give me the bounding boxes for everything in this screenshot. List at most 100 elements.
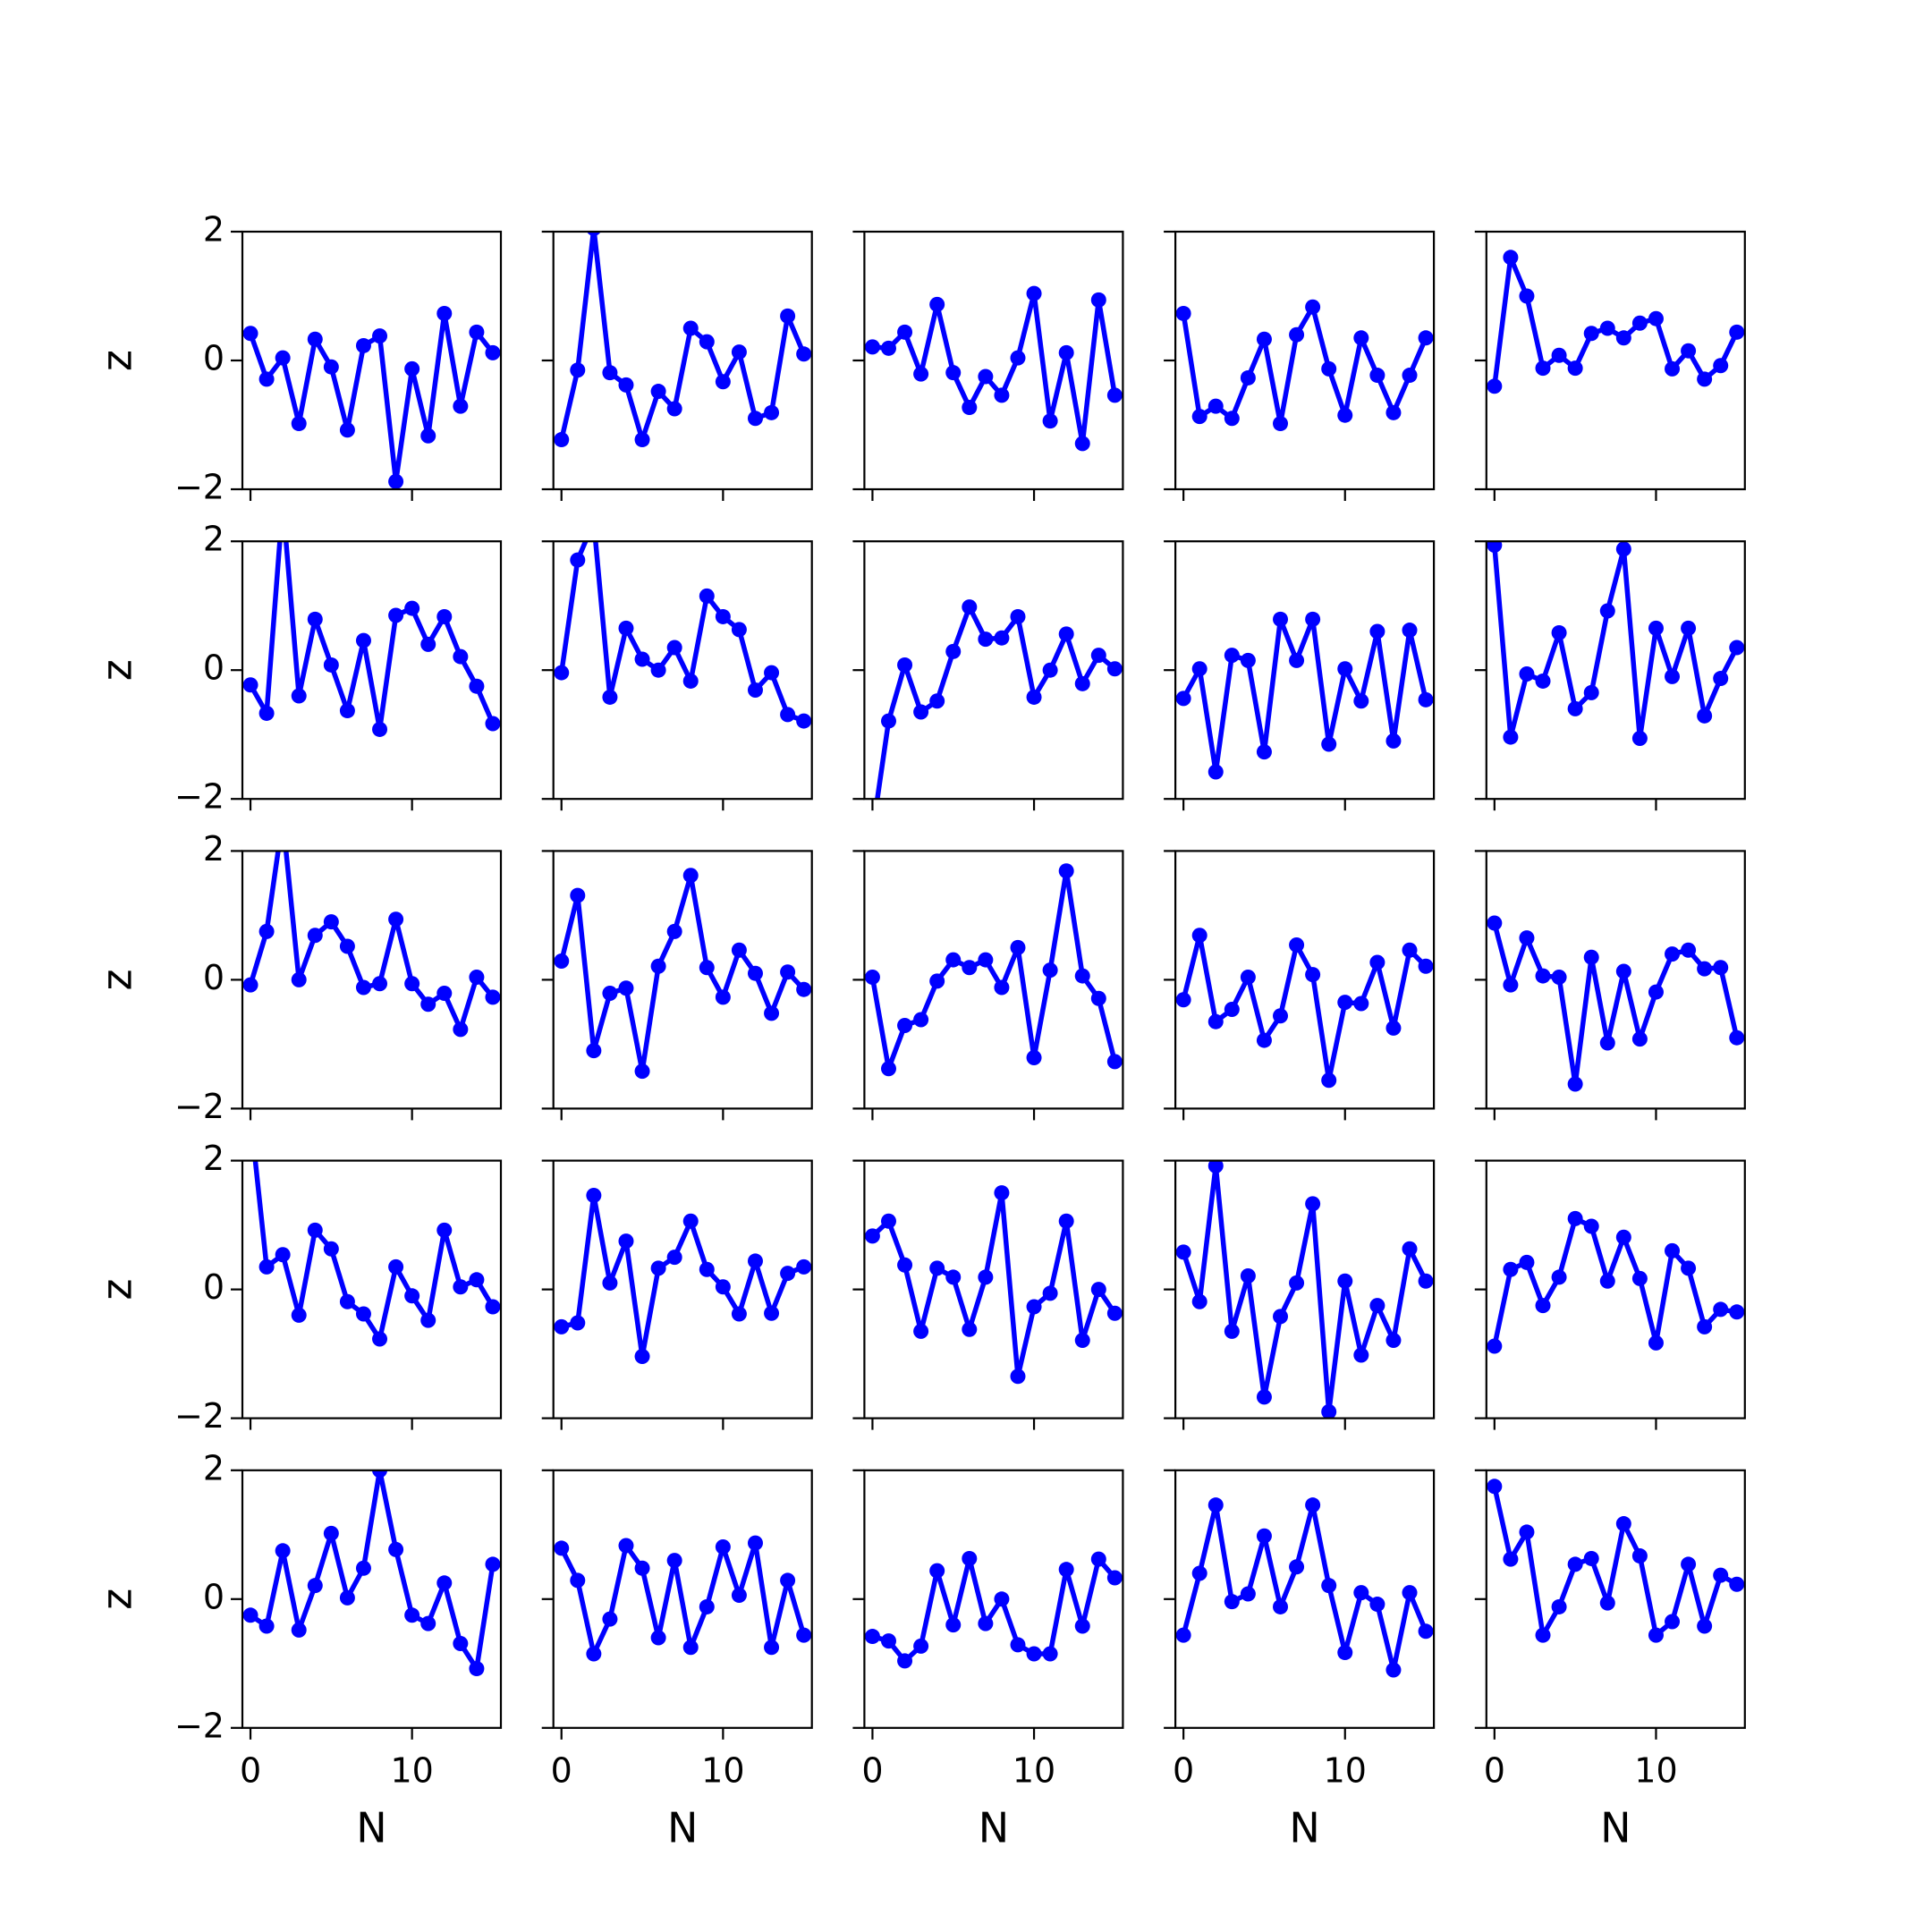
data-point [1256,1528,1272,1544]
data-point [1289,937,1305,953]
data-point [372,721,388,737]
data-point [699,1261,715,1277]
data-point [242,326,258,342]
data-point [1058,863,1074,879]
data-point [1713,1301,1729,1318]
data-point [1615,541,1631,557]
data-point [436,1222,453,1238]
data-line [249,1470,496,1672]
data-point [1369,623,1385,640]
data-point [1648,310,1664,326]
data-point [1010,608,1026,624]
data-line [248,541,496,733]
data-point [634,1348,650,1364]
data-point [945,1269,962,1285]
data-point [1353,996,1369,1012]
data-point [1191,409,1208,425]
data-point [554,1318,570,1335]
data-point [307,1222,323,1238]
data-point [1353,1347,1369,1363]
data-point [291,1307,307,1323]
data-point [1337,1273,1353,1289]
data-point [1697,961,1713,977]
data-point [1042,962,1058,979]
data-point [1599,1035,1615,1051]
data-point [1402,368,1418,384]
data-point [1567,700,1583,716]
data-point [602,1275,618,1291]
data-point [404,976,420,992]
data-point [1175,305,1191,321]
data-point [780,707,796,723]
data-point [880,340,896,356]
data-point [1090,648,1106,664]
data-point [913,1323,929,1339]
data-point [436,1575,453,1591]
data-point [780,1572,796,1589]
y-tick-label: 2 [203,1139,225,1178]
data-point [1535,1627,1551,1643]
data-line [248,851,496,1032]
data-point [469,1272,485,1288]
data-point [1208,1160,1224,1174]
data-point [929,973,945,989]
data-point [764,1305,780,1321]
data-point [323,657,339,673]
data-point [1273,611,1289,627]
data-point [1074,675,1090,691]
data-point [1599,320,1615,336]
data-point [1106,1054,1123,1070]
data-point [1289,326,1305,343]
data-point [880,1633,896,1649]
data-point [307,928,323,944]
data-point [339,422,355,438]
data-point [420,1312,436,1328]
y-tick-label: 2 [203,210,225,250]
data-point [1026,689,1042,705]
y-tick-label: 0 [203,648,225,688]
data-point [650,1630,666,1646]
data-point [355,337,371,353]
data-point [715,374,731,390]
data-point [570,362,586,378]
data-point [731,1306,747,1322]
data-point [291,688,307,704]
data-point [699,334,715,350]
data-point [586,1187,602,1203]
data-point [764,1005,780,1021]
data-point [323,359,339,375]
data-point [864,1629,880,1645]
data-point [1681,620,1697,636]
x-tick-label: 10 [1324,1750,1367,1790]
data-point [1418,691,1434,708]
data-point [291,416,307,432]
data-point [1191,1293,1208,1309]
data-point [1535,1298,1551,1314]
data-point [1519,1254,1535,1270]
data-point [796,981,812,997]
data-line [252,1160,496,1342]
data-point [554,432,570,448]
data-point [1026,1299,1042,1315]
data-point [372,1470,388,1479]
data-point [650,1260,666,1276]
data-point [731,1587,747,1603]
data-point [372,328,388,344]
data-point [242,1607,258,1623]
data-point [453,648,469,665]
data-point [1208,398,1224,414]
data-point [796,713,812,729]
subplot [1164,1159,1436,1430]
data-line [1492,545,1740,741]
data-point [453,1021,469,1038]
data-point [420,1615,436,1631]
data-point [242,677,258,693]
data-point [1305,967,1321,983]
data-point [485,344,501,360]
data-point [1583,949,1599,965]
data-point [1305,299,1321,315]
data-point [1729,640,1745,656]
data-point [1697,708,1713,724]
data-point [1010,1368,1026,1385]
data-point [1418,330,1434,346]
